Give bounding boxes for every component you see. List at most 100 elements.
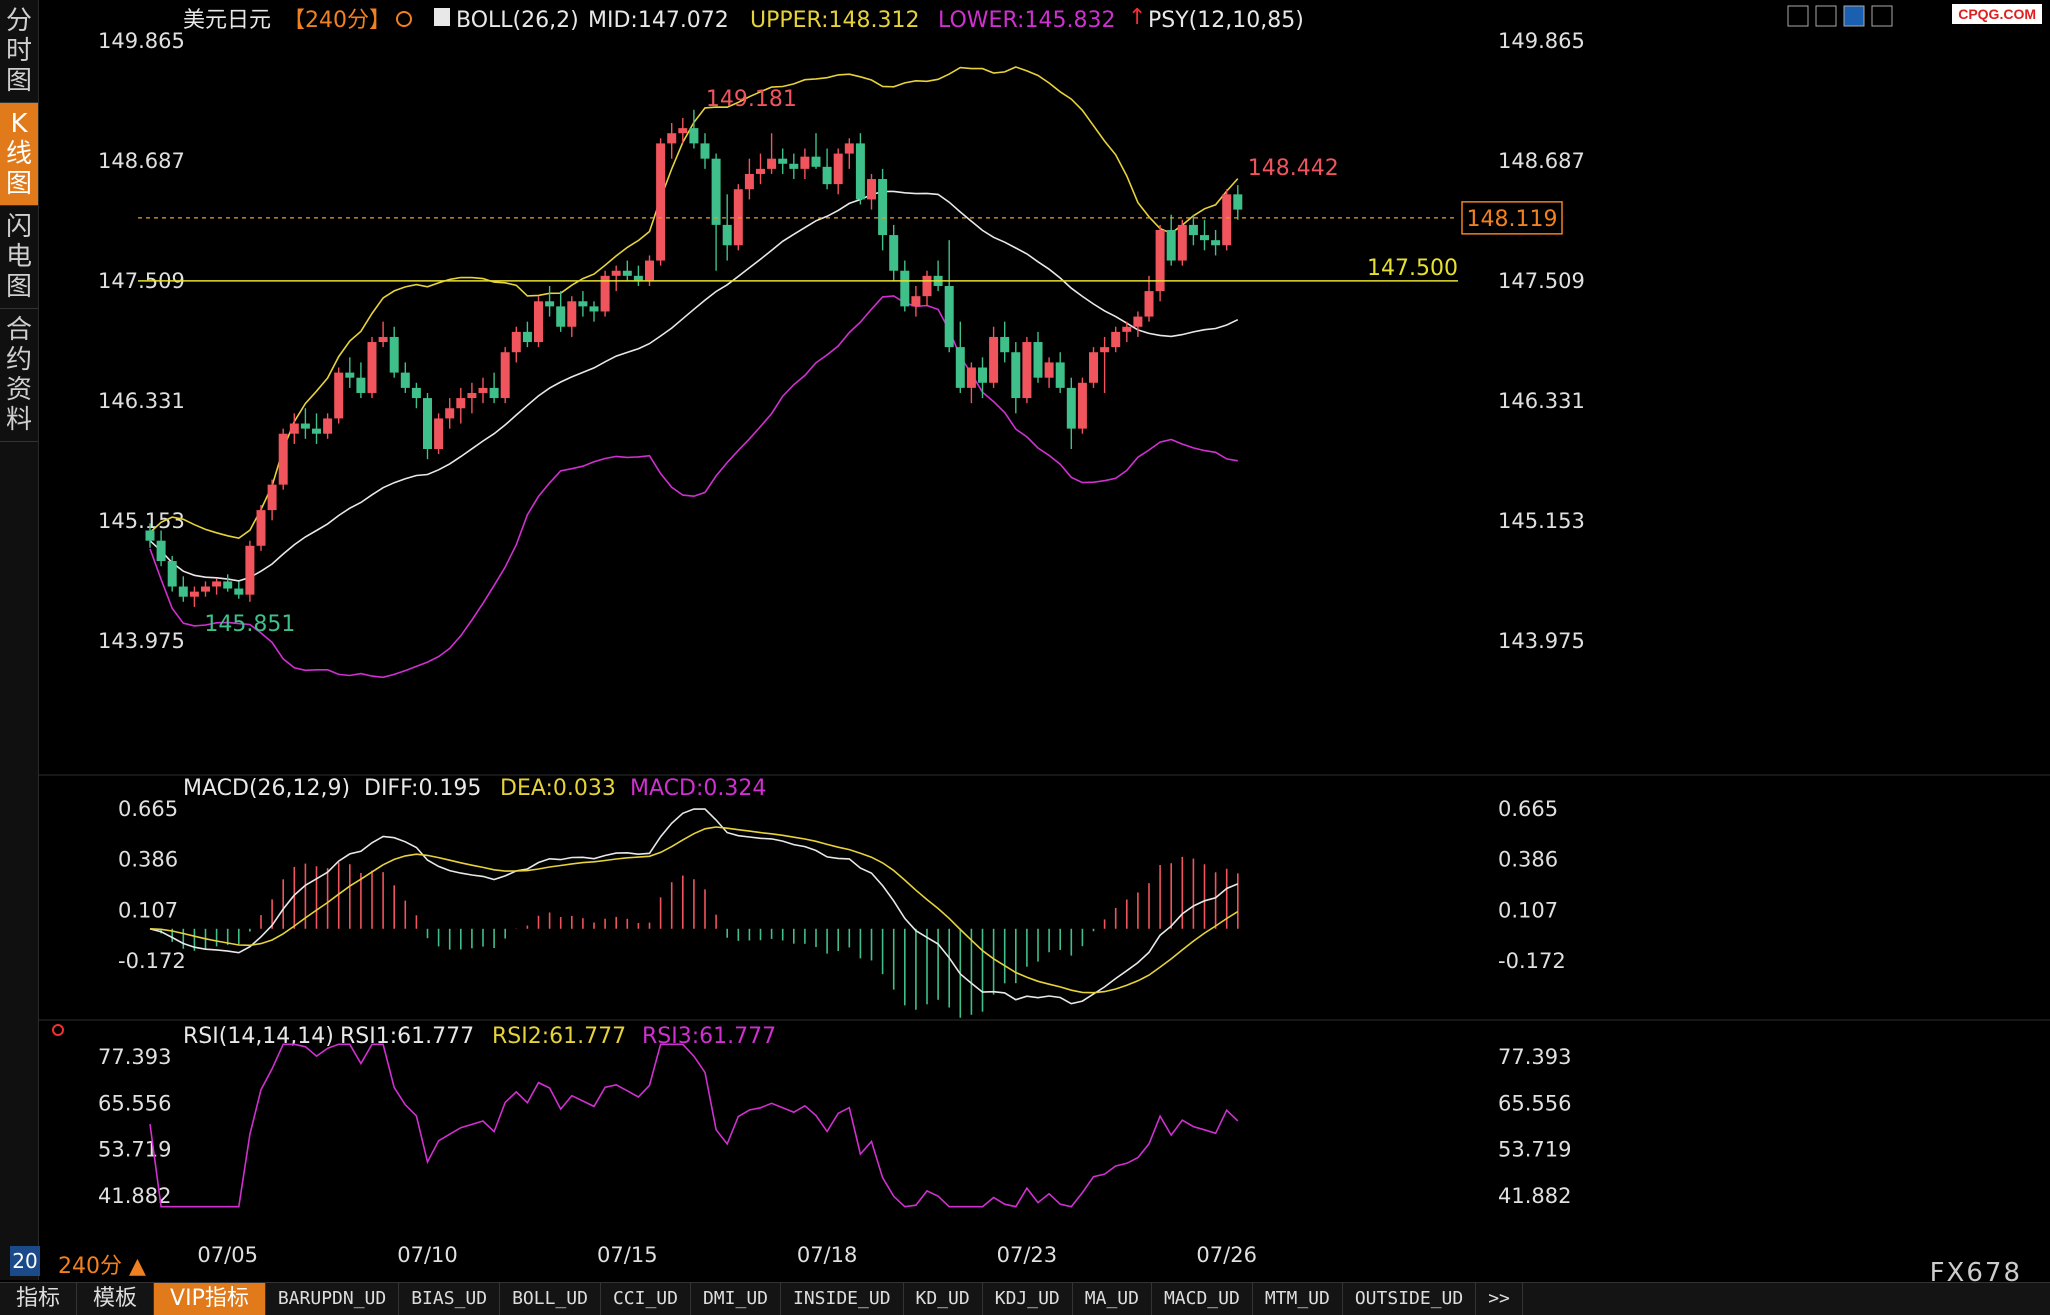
rsi-tick-left: 53.719 — [98, 1138, 171, 1162]
low-label: 145.851 — [204, 612, 295, 637]
period-selector[interactable]: 240分 ▲ — [58, 1254, 146, 1279]
macd-tick-left: 0.107 — [118, 898, 178, 922]
price-tick-right: 147.509 — [1498, 269, 1585, 293]
indicator-tab-15[interactable]: >> — [1476, 1283, 1523, 1315]
indicator-tab-6[interactable]: CCI_UD — [601, 1283, 691, 1315]
macd-pane — [149, 808, 1239, 1018]
candle-body — [167, 561, 177, 587]
candle-body — [978, 367, 987, 383]
candle-body — [1066, 387, 1076, 429]
price-tick-left: 149.865 — [98, 29, 185, 53]
indicator-tab-2[interactable]: VIP指标 — [154, 1283, 266, 1315]
settings-dot-icon[interactable] — [52, 1024, 64, 1036]
candle-type-icon[interactable] — [1815, 5, 1837, 27]
boll-mid: MID:147.072 — [588, 8, 729, 33]
price-tick-left: 143.975 — [98, 629, 185, 653]
price-axis-right: 149.865 148.687 147.509 146.331 145.153 143.9… — [1498, 29, 1585, 653]
candle-body — [955, 347, 965, 388]
macd-tick-left: -0.172 — [118, 949, 186, 973]
macd-tick-right: -0.172 — [1498, 949, 1566, 973]
tab-kline[interactable]: K线图 — [0, 103, 38, 206]
macd-dea: DEA:0.033 — [500, 776, 616, 801]
crosshair-icon[interactable] — [1787, 5, 1809, 27]
candle-body — [467, 392, 477, 399]
indicator-tab-12[interactable]: MACD_UD — [1152, 1283, 1253, 1315]
candle-body — [989, 336, 999, 383]
candle-body — [1166, 229, 1176, 261]
time-tick-label: 07/26 — [1196, 1243, 1257, 1267]
macd-tick-left: 0.665 — [118, 797, 178, 821]
rsi-tick-right: 77.393 — [1498, 1045, 1571, 1069]
candle-body — [345, 372, 355, 378]
candle-body — [356, 377, 366, 393]
price-tick-left: 148.687 — [98, 149, 185, 173]
tab-flash[interactable]: 闪电图 — [0, 206, 38, 309]
candle-body — [323, 418, 333, 434]
period-number[interactable]: 20 — [10, 1246, 40, 1276]
candle-body — [1011, 352, 1021, 399]
price-tick-right: 143.975 — [1498, 629, 1585, 653]
candle-body — [245, 545, 255, 595]
macd-label: MACD(26,12,9) — [183, 776, 350, 801]
add-indicator-icon[interactable] — [396, 11, 412, 27]
candle-body — [844, 143, 854, 154]
rsi1-value: RSI1:61.777 — [340, 1024, 474, 1049]
indicator-tab-14[interactable]: OUTSIDE_UD — [1343, 1283, 1477, 1315]
indicator-tab-11[interactable]: MA_UD — [1073, 1283, 1152, 1315]
time-tick-label: 07/23 — [997, 1243, 1058, 1267]
indicator-tab-9[interactable]: KD_UD — [904, 1283, 983, 1315]
indicator-tab-13[interactable]: MTM_UD — [1253, 1283, 1343, 1315]
indicator-icon[interactable] — [434, 8, 450, 26]
candle-body — [545, 301, 555, 307]
price-tick-left: 145.153 — [98, 509, 185, 533]
candle-body — [534, 301, 543, 343]
rsi-label: RSI(14,14,14) — [183, 1024, 334, 1049]
indicator-tab-4[interactable]: BIAS_UD — [399, 1283, 501, 1315]
indicator-tab-10[interactable]: KDJ_UD — [983, 1283, 1073, 1315]
candle-body — [833, 153, 843, 185]
candle-body — [855, 143, 865, 200]
candle-body — [489, 387, 499, 399]
boll-lower: LOWER:145.832 — [938, 8, 1115, 33]
indicator-tab-bar: 指标 模板 VIP指标 BARUPDN_UD BIAS_UD BOLL_UD CCI_UD D… — [0, 1282, 2050, 1315]
candle-body — [600, 275, 610, 312]
candle-body — [1222, 194, 1232, 246]
candle-body — [800, 156, 810, 169]
indicator-tab-7[interactable]: DMI_UD — [691, 1283, 781, 1315]
current-price-label: 148.119 — [1467, 207, 1558, 232]
symbol-name: 美元日元 — [183, 8, 271, 33]
candle-body — [400, 372, 410, 388]
price-axis-left: 149.865148.687147.509146.331145.153143.9… — [98, 29, 185, 653]
toolbar-icons — [1787, 5, 1893, 27]
candle-body — [1033, 342, 1043, 378]
rsi2-value: RSI2:61.777 — [492, 1024, 626, 1049]
candle-body — [267, 484, 277, 511]
candle-body — [1100, 347, 1110, 353]
indicator-tab-8[interactable]: INSIDE_UD — [781, 1283, 904, 1315]
rsi-tick-left: 77.393 — [98, 1045, 171, 1069]
tab-timeshare[interactable]: 分时图 — [0, 0, 38, 103]
macd-diff-line — [149, 808, 1239, 1005]
support-label: 147.500 — [1367, 256, 1458, 281]
chart-area[interactable]: 美元日元 【240分】 BOLL(26,2) MID:147.072 UPPER… — [38, 0, 2050, 1282]
indicator-tab-1[interactable]: 模板 — [77, 1283, 155, 1315]
candle-body — [822, 166, 832, 185]
tab-contract-info[interactable]: 合约资料 — [0, 309, 38, 442]
macd-tick-right: 0.665 — [1498, 797, 1558, 821]
indicator-tab-3[interactable]: BARUPDN_UD — [266, 1283, 400, 1315]
left-tab-bar: 分时图 K线图 闪电图 合约资料 — [0, 0, 39, 1280]
high-label: 149.181 — [706, 87, 797, 112]
layout-icon[interactable] — [1871, 5, 1893, 27]
rsi-pane — [149, 1043, 1239, 1208]
candles — [145, 109, 1243, 607]
price-tick-right: 145.153 — [1498, 509, 1585, 533]
candle-body — [922, 275, 932, 297]
rsi3-value: RSI3:61.777 — [642, 1024, 776, 1049]
macd-tick-left: 0.386 — [118, 848, 178, 872]
candle-body — [256, 510, 266, 546]
candle-body — [423, 398, 432, 449]
chart-type-icon[interactable] — [1843, 5, 1865, 27]
candle-body — [689, 128, 699, 144]
indicator-tab-5[interactable]: BOLL_UD — [500, 1283, 601, 1315]
indicator-tab-0[interactable]: 指标 — [0, 1283, 78, 1315]
